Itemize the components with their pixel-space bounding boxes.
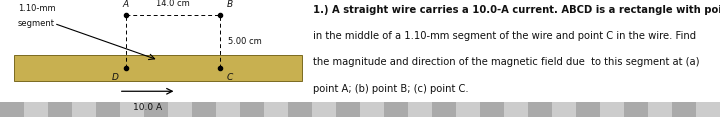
- Text: 1.) A straight wire carries a 10.0-A current. ABCD is a rectangle with point D: 1.) A straight wire carries a 10.0-A cur…: [313, 5, 720, 15]
- Bar: [696, 102, 720, 117]
- Bar: [672, 102, 696, 117]
- Bar: [48, 102, 72, 117]
- Text: in the middle of a 1.10-mm segment of the wire and point C in the wire. Find: in the middle of a 1.10-mm segment of th…: [313, 31, 696, 41]
- Bar: [600, 102, 624, 117]
- Bar: [14, 55, 302, 81]
- Bar: [576, 102, 600, 117]
- Text: the magnitude and direction of the magnetic field due  to this segment at (a): the magnitude and direction of the magne…: [313, 57, 700, 67]
- Bar: [96, 102, 120, 117]
- Text: 5.00 cm: 5.00 cm: [228, 37, 262, 46]
- Bar: [504, 102, 528, 117]
- Bar: [384, 102, 408, 117]
- Bar: [216, 102, 240, 117]
- Text: 1.10-mm: 1.10-mm: [18, 4, 55, 13]
- Text: 14.0 cm: 14.0 cm: [156, 0, 189, 8]
- Bar: [432, 102, 456, 117]
- Text: A: A: [123, 0, 129, 9]
- Bar: [24, 102, 48, 117]
- Text: C: C: [227, 73, 233, 82]
- Bar: [120, 102, 144, 117]
- Text: point A; (b) point B; (c) point C.: point A; (b) point B; (c) point C.: [313, 84, 469, 94]
- Text: 10.0 A: 10.0 A: [133, 103, 162, 112]
- Text: segment: segment: [18, 19, 55, 28]
- Bar: [168, 102, 192, 117]
- Bar: [144, 102, 168, 117]
- Bar: [336, 102, 360, 117]
- Bar: [0, 102, 24, 117]
- Bar: [624, 102, 648, 117]
- Bar: [480, 102, 504, 117]
- Text: B: B: [227, 0, 233, 9]
- Bar: [648, 102, 672, 117]
- Bar: [72, 102, 96, 117]
- Bar: [192, 102, 216, 117]
- Text: D: D: [112, 73, 119, 82]
- Bar: [288, 102, 312, 117]
- Bar: [240, 102, 264, 117]
- Bar: [552, 102, 576, 117]
- Bar: [528, 102, 552, 117]
- Bar: [312, 102, 336, 117]
- Bar: [456, 102, 480, 117]
- Bar: [408, 102, 432, 117]
- Bar: [264, 102, 288, 117]
- Bar: [360, 102, 384, 117]
